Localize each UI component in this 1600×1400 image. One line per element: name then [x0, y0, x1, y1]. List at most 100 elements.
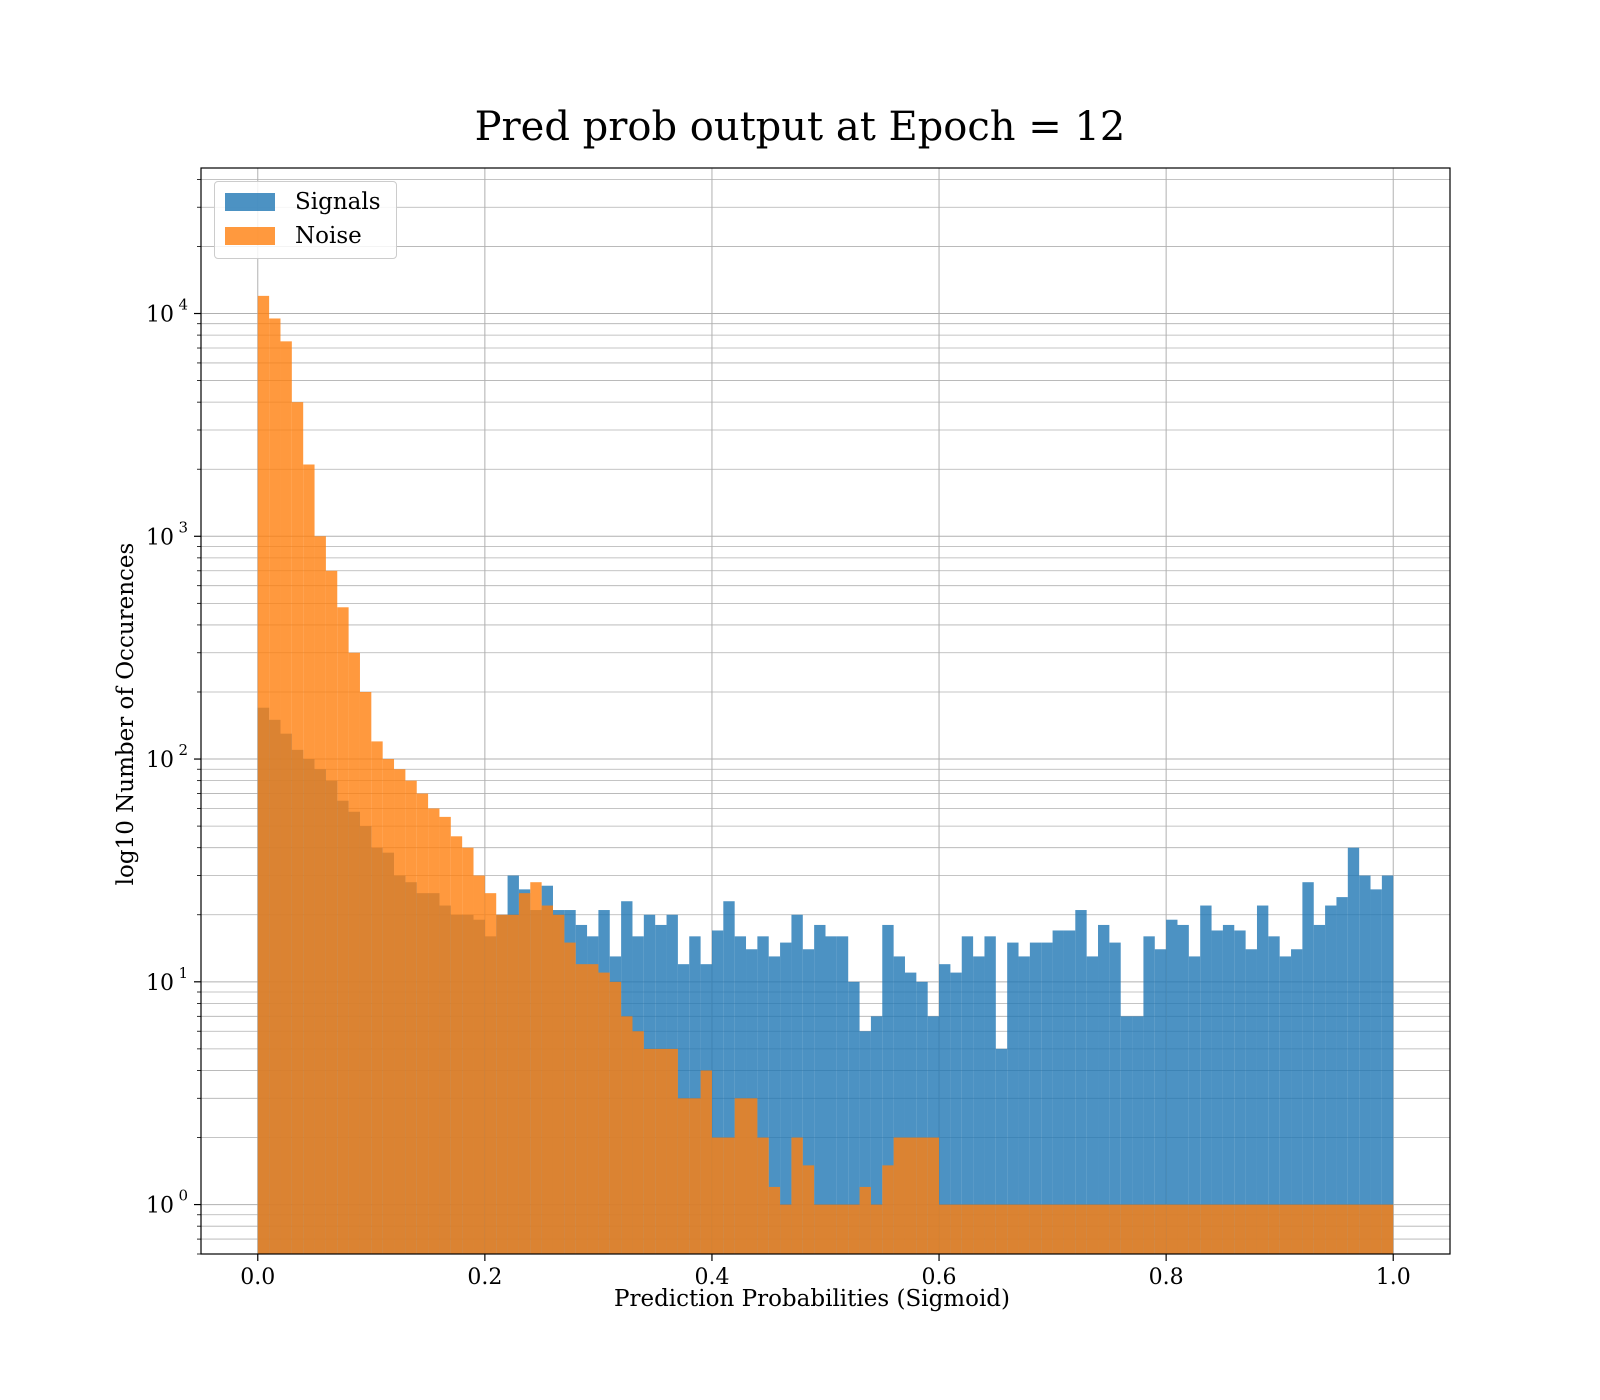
histogram-bar	[1166, 1204, 1178, 1254]
histogram-bar	[916, 981, 928, 1254]
histogram-bar	[428, 808, 440, 1254]
legend-label-noise: Noise	[295, 223, 362, 249]
series-noise	[257, 295, 1394, 1255]
histogram-bar	[939, 1204, 951, 1254]
histogram-bar	[734, 936, 747, 1254]
histogram-bar	[1325, 1204, 1337, 1254]
histogram-bar	[269, 318, 281, 1254]
y-axis-label: log10 Number of Occurences	[113, 542, 139, 886]
histogram-bar	[802, 949, 815, 1254]
histogram-bar	[655, 1048, 667, 1254]
histogram-bar	[1188, 1204, 1201, 1254]
histogram-bar	[643, 1048, 656, 1254]
histogram-bar	[870, 1204, 883, 1254]
histogram-bar	[1029, 942, 1042, 1254]
histogram-bar	[1063, 930, 1076, 1254]
histogram-bar	[1086, 956, 1099, 1254]
histogram-bar	[904, 1137, 917, 1254]
histogram-bar	[780, 942, 792, 1254]
histogram-bar	[303, 464, 315, 1254]
histogram-bar	[700, 1070, 712, 1254]
histogram-bar	[1177, 1204, 1189, 1254]
x-tick-label: 0.2	[467, 1265, 502, 1290]
histogram-bar	[632, 1031, 644, 1254]
histogram-bar	[564, 942, 576, 1254]
histogram-bar	[1279, 1204, 1292, 1254]
histogram-bar	[280, 341, 292, 1255]
histogram-bar	[757, 1137, 769, 1254]
histogram-bar	[677, 1098, 690, 1254]
y-tick-exponent: 3	[178, 518, 188, 536]
histogram-bar	[1188, 956, 1201, 1254]
histogram-bar	[1370, 1204, 1382, 1254]
histogram-bar	[1291, 1204, 1303, 1254]
histogram-bar	[394, 769, 406, 1254]
histogram-bar	[1007, 942, 1019, 1254]
histogram-bar	[1200, 905, 1212, 1254]
histogram-bar	[734, 1098, 747, 1254]
histogram-bar	[723, 1137, 735, 1254]
histogram-bar	[893, 1137, 905, 1254]
chart-title: Pred prob output at Epoch = 12	[474, 104, 1126, 150]
histogram-bar	[825, 1204, 837, 1254]
histogram-bar	[973, 956, 985, 1254]
x-axis-label: Prediction Probabilities (Sigmoid)	[614, 1286, 1010, 1312]
histogram-bar	[1245, 1204, 1257, 1254]
histogram-bar	[439, 816, 451, 1254]
histogram-bar	[1098, 1204, 1110, 1254]
histogram-bar	[950, 972, 962, 1254]
histogram-bars	[257, 295, 1394, 1255]
histogram-bar	[723, 901, 735, 1254]
histogram-bar	[802, 1165, 815, 1254]
histogram-bar	[1018, 956, 1030, 1254]
histogram-bar	[711, 930, 724, 1254]
histogram-bar	[791, 914, 803, 1254]
y-tick-label: 10	[146, 525, 174, 550]
histogram-bar	[1245, 949, 1257, 1254]
histogram-bar	[1109, 942, 1121, 1254]
histogram-bar	[291, 402, 304, 1254]
histogram-bar	[666, 1048, 678, 1254]
histogram-bar	[598, 972, 610, 1254]
histogram-bar	[496, 914, 508, 1254]
histogram-bar	[621, 1016, 633, 1254]
y-tick-exponent: 4	[178, 296, 188, 314]
histogram-bar	[530, 882, 542, 1254]
y-tick-exponent: 2	[178, 741, 188, 759]
legend-item-noise: Noise	[225, 223, 362, 249]
histogram-bar	[1268, 1204, 1280, 1254]
histogram-bar	[859, 1186, 871, 1254]
histogram-bar	[382, 759, 395, 1254]
histogram-bar	[859, 1031, 871, 1254]
histogram-bar	[1120, 1204, 1133, 1254]
histogram-bar	[1143, 1204, 1155, 1254]
histogram-bar	[1154, 949, 1167, 1254]
histogram-bar	[1098, 924, 1110, 1254]
histogram-bar	[893, 956, 905, 1254]
histogram-bar	[1359, 1204, 1371, 1254]
y-tick-label: 10	[146, 303, 174, 328]
histogram-bar	[1370, 889, 1382, 1254]
histogram-bar	[1029, 1204, 1042, 1254]
histogram-bar	[1109, 1204, 1121, 1254]
histogram-bar	[689, 1098, 701, 1254]
histogram-bar	[359, 691, 372, 1254]
histogram-bar	[1222, 1204, 1235, 1254]
histogram-bar	[927, 1016, 940, 1254]
histogram-bar	[1347, 1204, 1360, 1254]
x-tick-label: 0.6	[922, 1265, 957, 1290]
histogram-bar	[1154, 1204, 1167, 1254]
histogram-bar	[757, 936, 769, 1254]
histogram-bar	[1132, 1016, 1144, 1254]
histogram-bar	[1075, 1204, 1087, 1254]
histogram-bar	[1381, 1204, 1394, 1254]
histogram-bar	[1381, 875, 1394, 1254]
histogram-bar	[768, 1186, 781, 1254]
histogram-bar	[1256, 905, 1269, 1254]
histogram-bar	[1200, 1204, 1212, 1254]
histogram-bar	[473, 875, 485, 1254]
histogram-bar	[836, 1204, 849, 1254]
histogram-bar	[1222, 924, 1235, 1254]
histogram-bar	[995, 1048, 1008, 1254]
